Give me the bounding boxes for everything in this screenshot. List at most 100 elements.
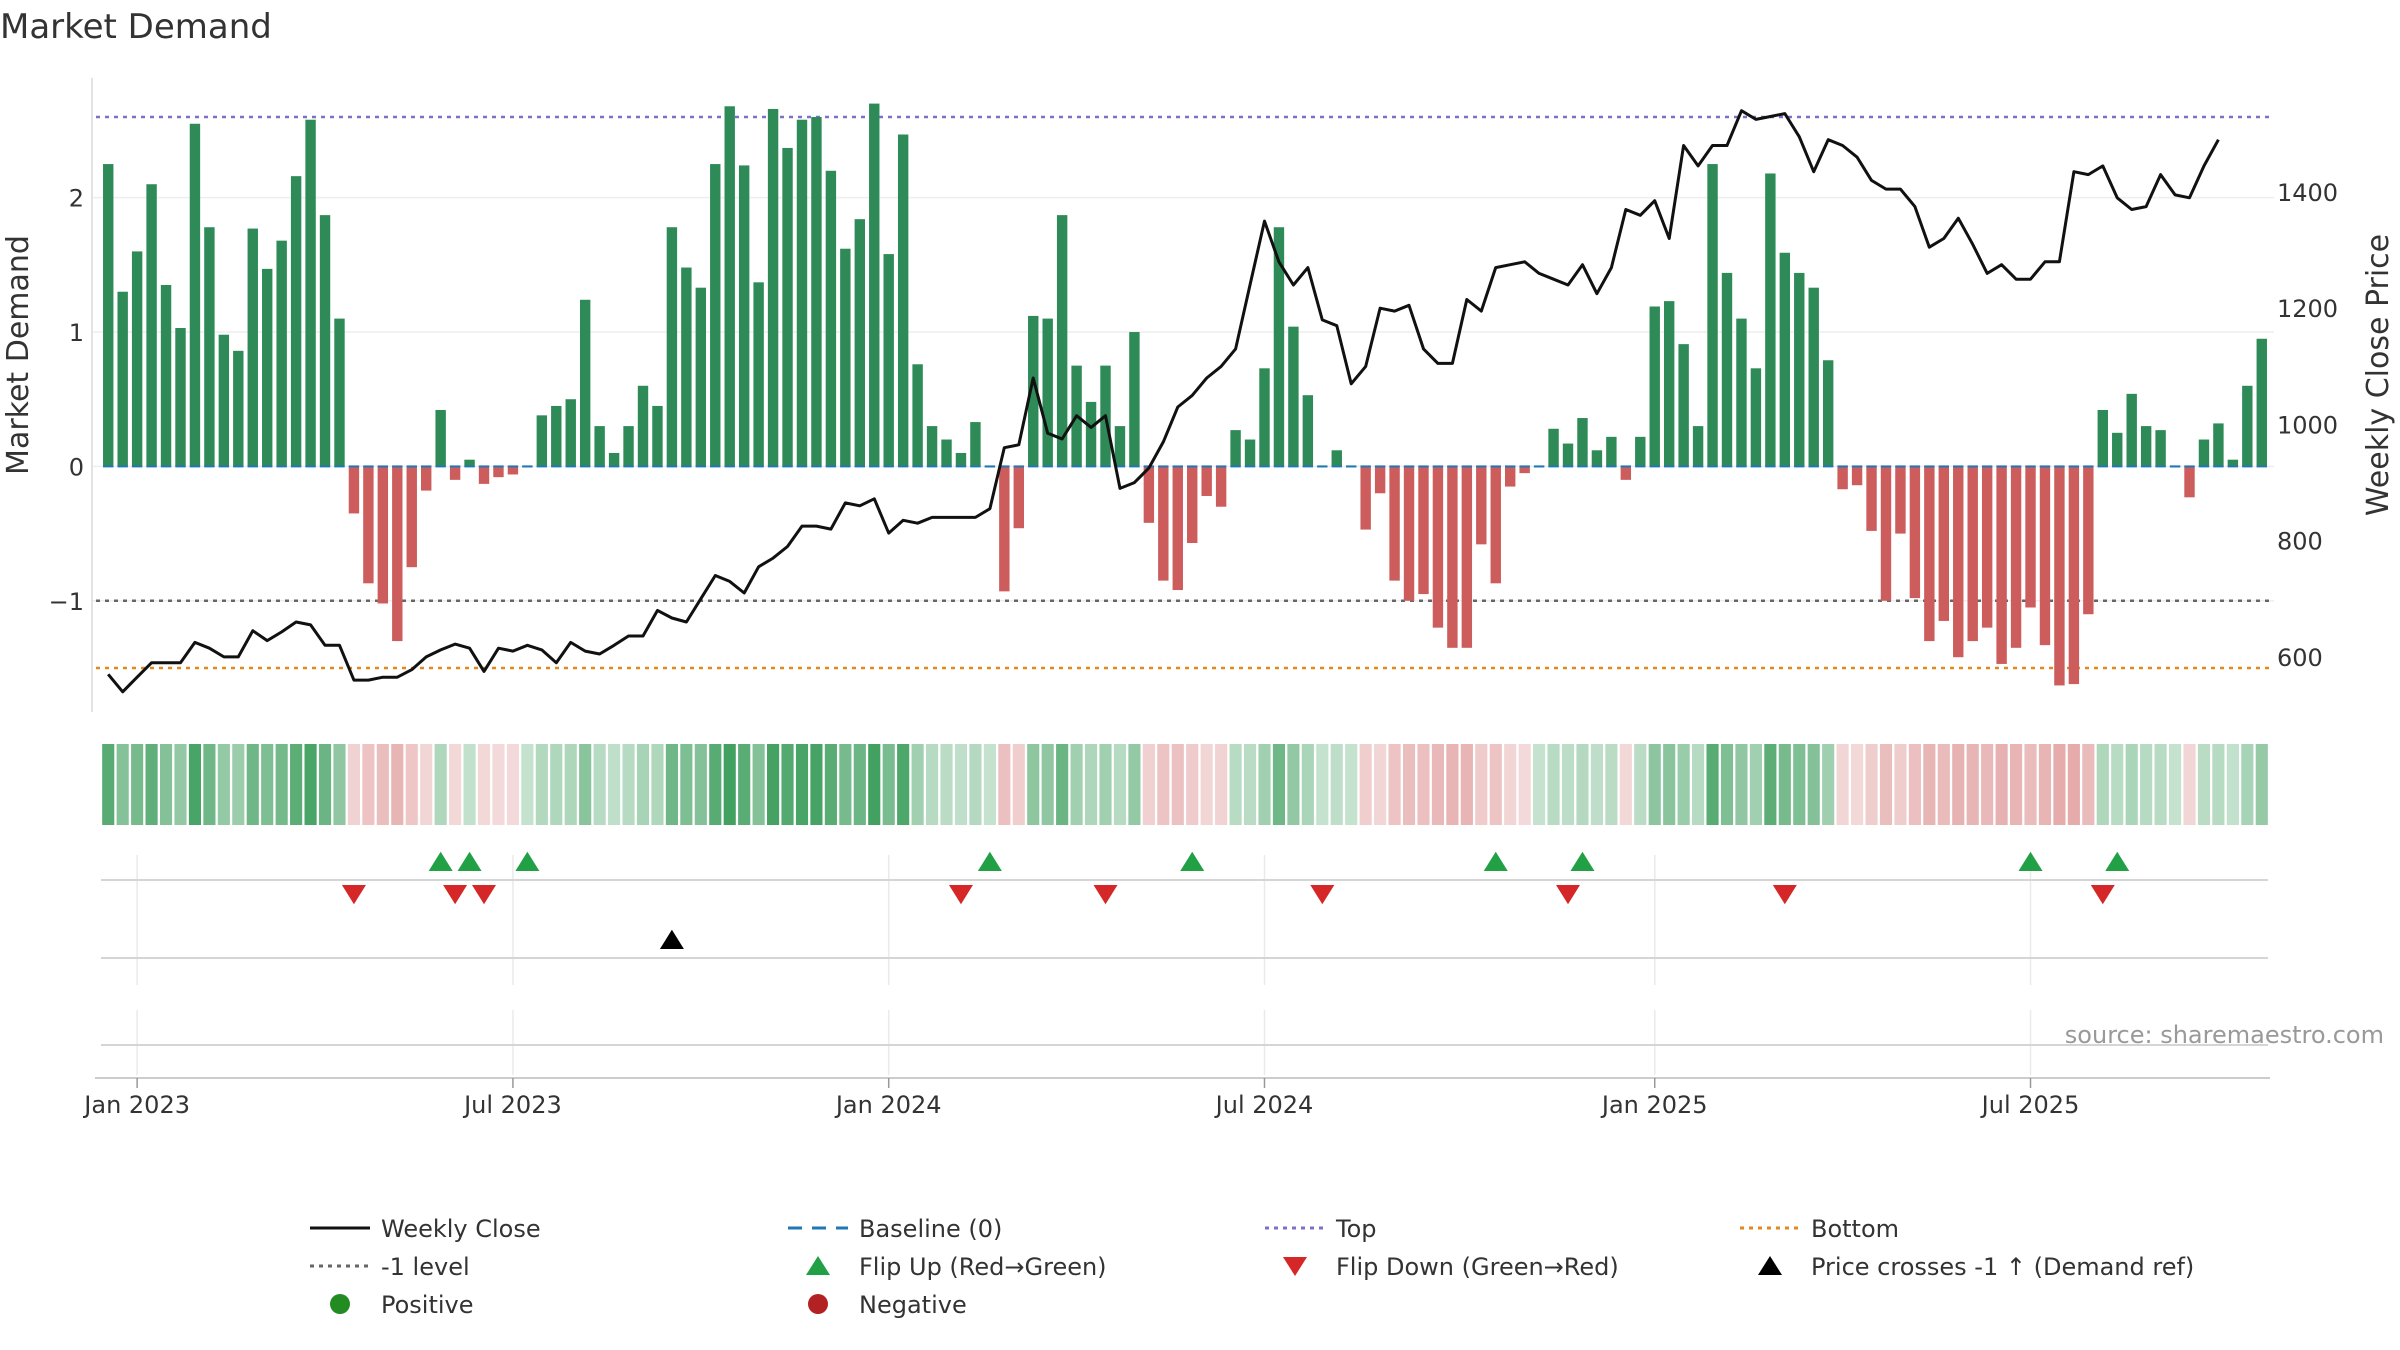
demand-bar-negative <box>1866 466 1877 531</box>
flip-up-marker <box>2105 851 2130 871</box>
legend-label: Positive <box>381 1291 474 1319</box>
demand-bar-positive <box>1056 215 1068 467</box>
heat-cell <box>622 744 635 825</box>
demand-bar-positive <box>1707 164 1718 467</box>
heat-cell <box>1807 744 1820 825</box>
demand-bar-positive <box>1028 315 1039 467</box>
demand-bar-positive <box>175 328 186 467</box>
heat-cell <box>1677 744 1690 825</box>
demand-bar-positive <box>160 285 172 467</box>
demand-bar-positive <box>1273 227 1285 467</box>
flip-up-marker <box>1570 851 1595 871</box>
heat-cell <box>2038 744 2052 825</box>
legend-label: Top <box>1335 1215 1377 1243</box>
demand-bar-negative <box>1895 466 1906 534</box>
heat-cell <box>969 744 982 825</box>
heat-cell <box>2255 744 2268 825</box>
demand-bar-positive <box>1288 326 1299 467</box>
demand-heat-strip <box>102 744 2268 825</box>
demand-bar-positive <box>1663 301 1675 467</box>
heat-cell <box>1663 744 1676 825</box>
demand-bar-positive <box>926 426 938 467</box>
legend-label: -1 level <box>381 1253 470 1281</box>
heat-cell <box>651 744 664 825</box>
heat-cell <box>1272 744 1286 825</box>
heat-cell <box>1504 744 1517 825</box>
heat-cell <box>1186 744 1199 825</box>
legend-item: -1 level <box>310 1253 470 1281</box>
demand-bar-positive <box>262 268 273 467</box>
demand-bar-positive <box>536 415 548 467</box>
heat-cell <box>795 744 809 825</box>
flip-down-marker <box>1772 885 1797 905</box>
heat-cell <box>2197 744 2211 825</box>
heat-cell <box>608 744 621 825</box>
demand-bar-negative <box>1403 466 1415 601</box>
demand-bar-positive <box>753 282 764 467</box>
demand-bar-positive <box>204 227 215 467</box>
flip-down-marker <box>1310 885 1335 905</box>
demand-bar-positive <box>1649 306 1660 467</box>
demand-bar-negative <box>406 466 417 568</box>
demand-bar-positive <box>738 165 750 467</box>
demand-bar-positive <box>1331 450 1342 467</box>
heat-cell <box>665 744 678 825</box>
demand-bar-negative <box>478 466 490 484</box>
heat-cell <box>882 744 895 825</box>
heat-cell <box>420 744 433 825</box>
demand-bar-positive <box>218 334 230 467</box>
heat-cell <box>1576 744 1589 825</box>
heat-cell <box>362 744 375 825</box>
heat-cell <box>810 744 823 825</box>
demand-bar-negative <box>1620 466 1632 480</box>
demand-bar-negative <box>1880 466 1892 601</box>
x-tick-label: Jan 2024 <box>834 1091 942 1119</box>
demand-bar-positive <box>652 405 663 467</box>
heat-cell <box>2140 744 2153 825</box>
heat-cell <box>1012 744 1025 825</box>
flip-up-marker <box>1483 851 1508 871</box>
heat-cell <box>1533 744 1546 825</box>
axes: −1 0 1 2 600 800 1000 1200 1400 Jan 2023 Jul 2023 J… <box>49 179 2338 1119</box>
heat-cell <box>954 744 968 825</box>
source-credit: source: sharemaestro.com <box>2065 1021 2384 1049</box>
demand-bar-negative <box>999 466 1010 592</box>
heat-cell <box>1648 744 1661 825</box>
heat-cell <box>2226 744 2239 825</box>
demand-bar-negative <box>1909 466 1921 599</box>
demand-bar-positive <box>1259 368 1270 467</box>
heat-cell <box>1518 744 1531 825</box>
heat-cell <box>1735 744 1748 825</box>
demand-bar-negative <box>2083 466 2094 615</box>
heat-cell <box>1460 744 1473 825</box>
heat-cell <box>131 744 144 825</box>
legend-item: Price crosses -1 ↑ (Demand ref) <box>1758 1253 2194 1281</box>
x-tick-label: Jul 2024 <box>1214 1091 1314 1119</box>
left-tick-label: −1 <box>49 588 84 616</box>
left-tick-label: 1 <box>69 319 84 347</box>
heat-cell <box>1590 744 1603 825</box>
demand-bar-positive <box>131 251 143 467</box>
heat-cell <box>1388 744 1401 825</box>
demand-bar-negative <box>2054 466 2065 686</box>
flip-down-marker <box>472 885 497 905</box>
heat-cell <box>2082 744 2095 825</box>
demand-bar-positive <box>1736 318 1747 467</box>
demand-bar-positive <box>1765 173 1776 467</box>
heat-cell <box>1142 744 1155 825</box>
left-axis-title: Market Demand <box>1 235 36 475</box>
heat-cell <box>463 744 476 825</box>
demand-bar-positive <box>1591 450 1603 467</box>
demand-bar-positive <box>1085 401 1097 467</box>
demand-bar-negative <box>1967 466 1978 642</box>
heat-cell <box>709 744 722 825</box>
heat-cell <box>564 744 577 825</box>
heat-cell <box>2125 744 2138 825</box>
demand-bar-negative <box>2184 466 2195 498</box>
demand-bar-positive <box>1678 344 1689 467</box>
legend-item: Bottom <box>1740 1215 1899 1243</box>
heat-cell <box>1084 744 1098 825</box>
demand-bar-positive <box>897 134 909 467</box>
heat-cell <box>911 744 924 825</box>
legend-label: Bottom <box>1811 1215 1899 1243</box>
